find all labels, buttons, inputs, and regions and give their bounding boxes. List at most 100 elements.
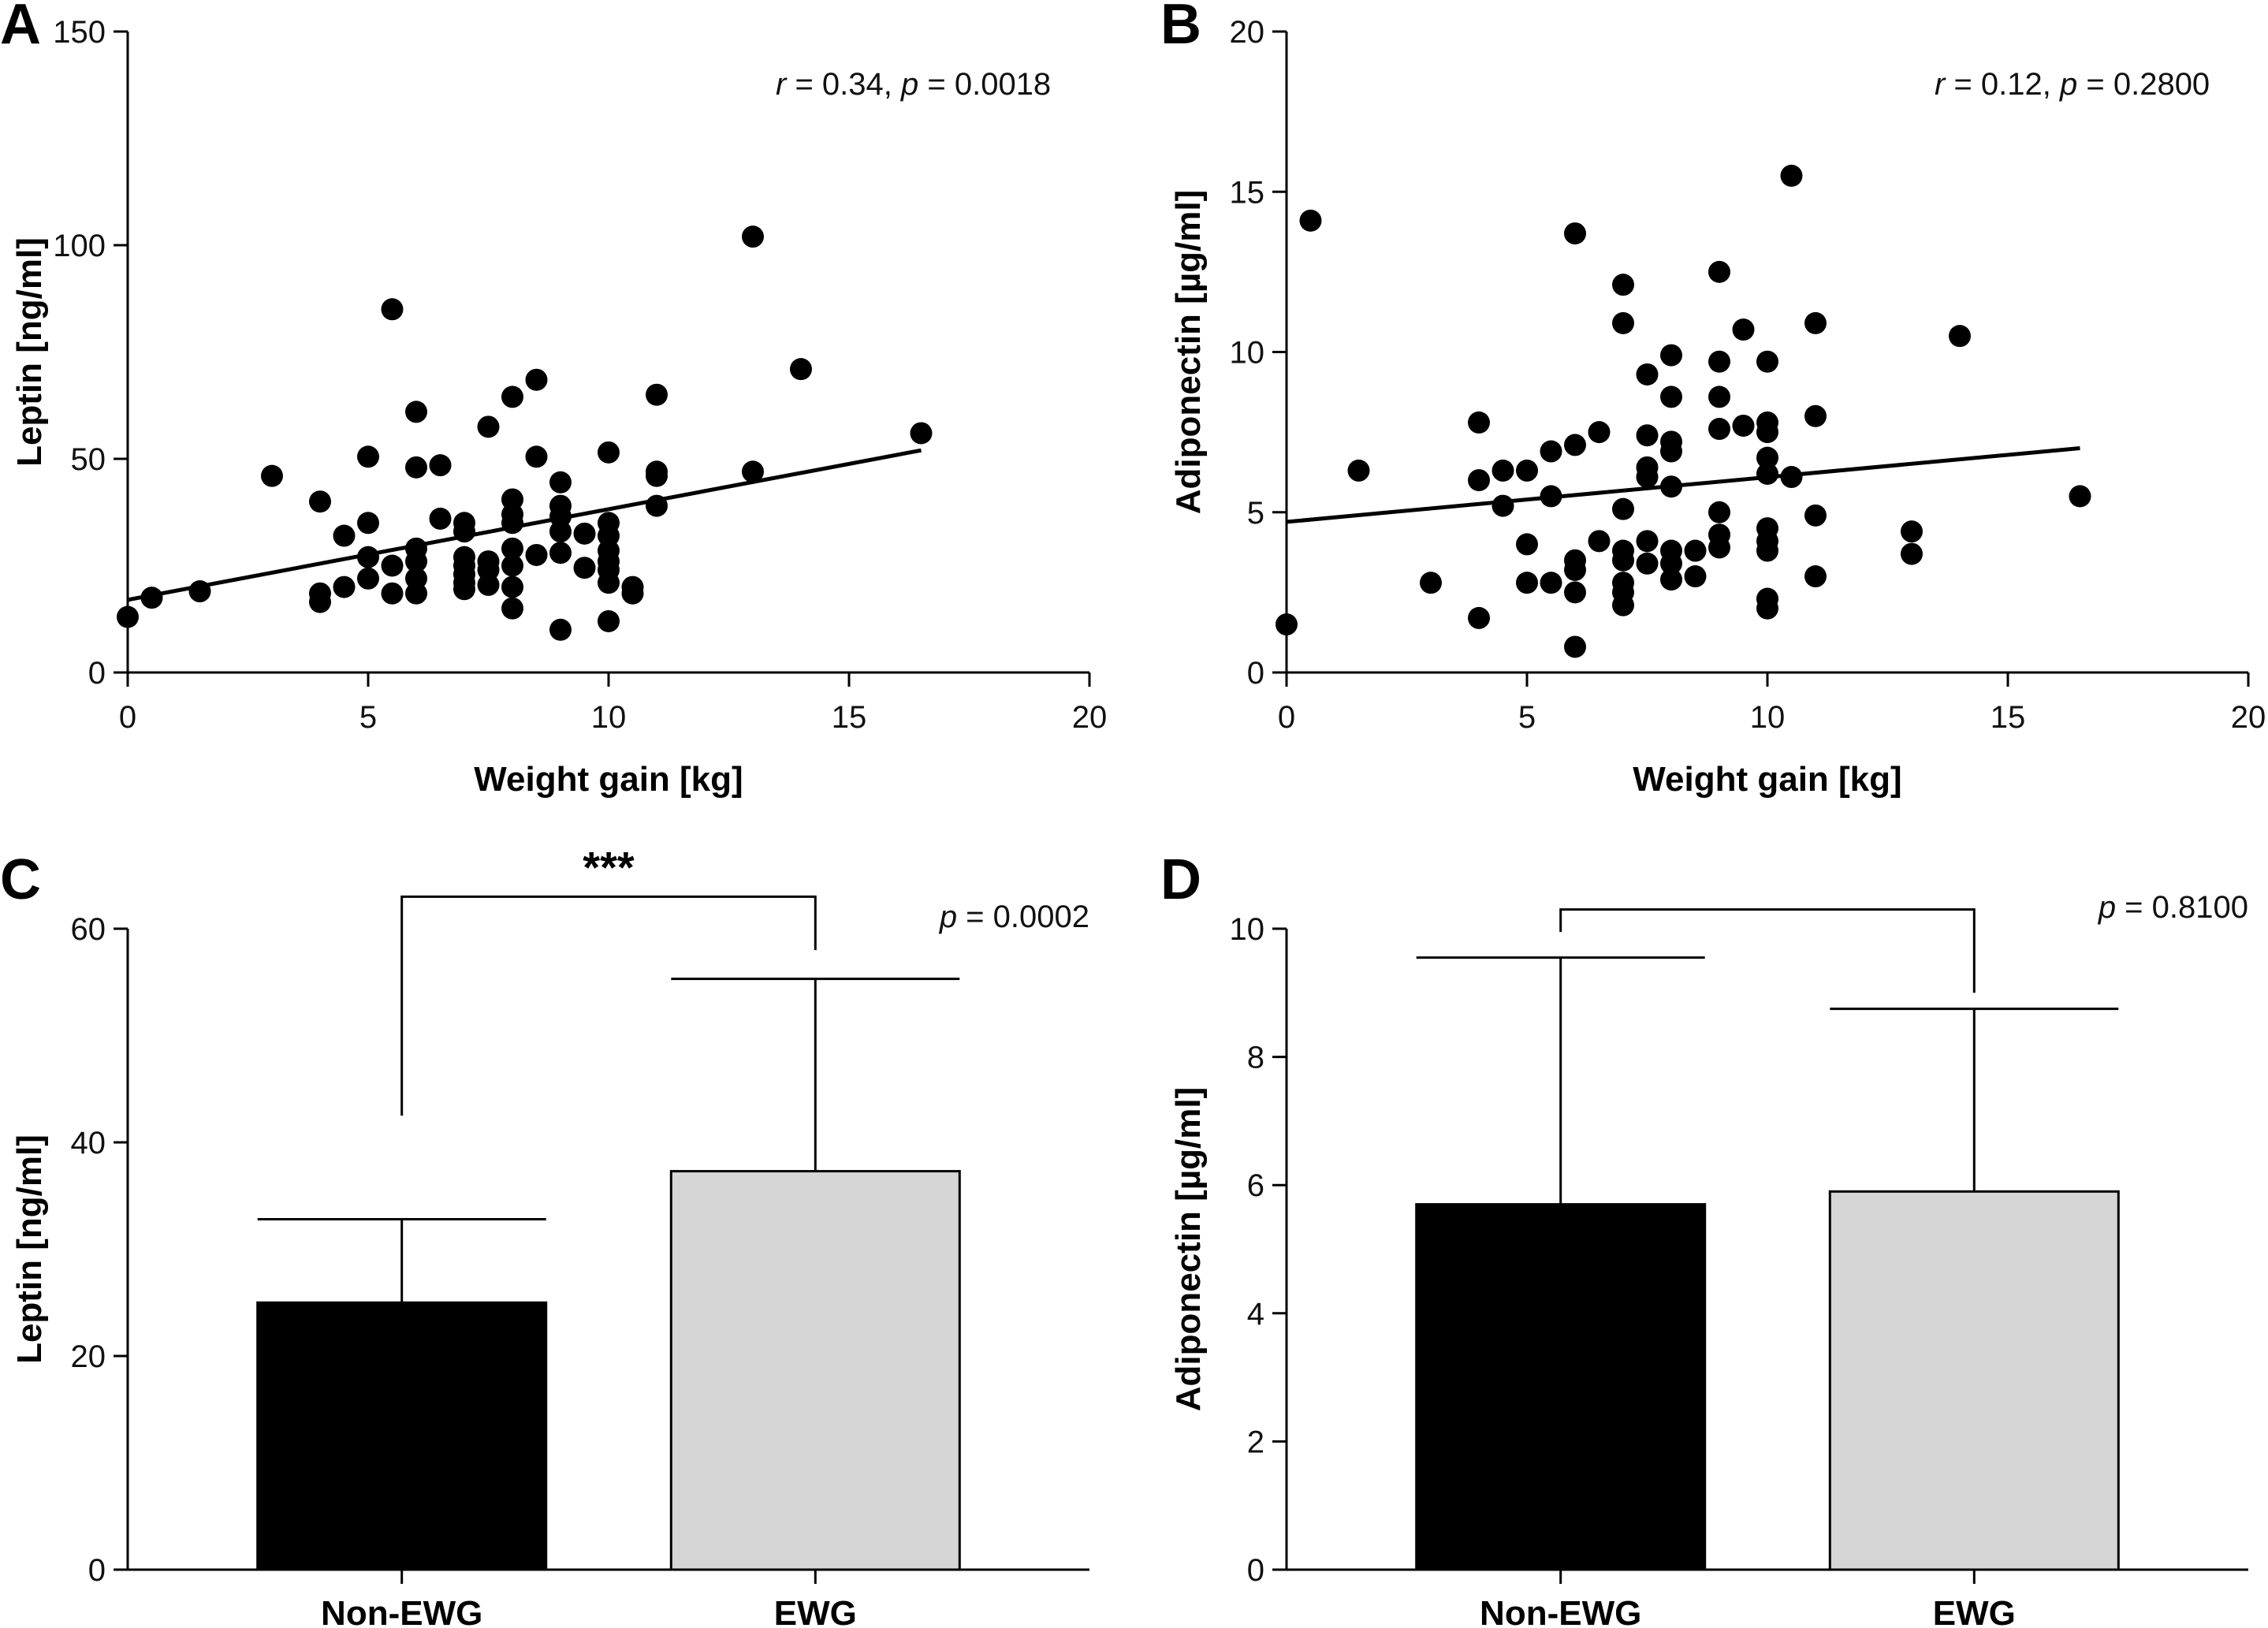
y-tick-label: 2 xyxy=(1247,1425,1264,1459)
panel-b: B 0 5 10 15 20 Adiponectin [µg/ml] 0 5 10 15 20 Weig… xyxy=(1160,0,2266,799)
bar-non-ewg xyxy=(1415,1203,1707,1571)
data-point xyxy=(549,542,572,564)
data-point xyxy=(1756,539,1778,562)
data-point xyxy=(1804,404,1827,427)
data-point xyxy=(598,609,620,632)
data-point xyxy=(1901,542,1923,565)
x-tick-label: 20 xyxy=(1072,700,1108,735)
data-point xyxy=(477,415,500,438)
data-point xyxy=(1468,469,1490,492)
stat-annotation: r = 0.34, p = 0.0018 xyxy=(776,67,1051,102)
x-tick-label: 0 xyxy=(119,700,136,735)
data-point xyxy=(188,580,211,603)
data-point xyxy=(525,368,548,391)
data-point xyxy=(1684,539,1707,562)
data-point xyxy=(1564,635,1586,658)
data-point xyxy=(646,464,668,487)
data-point xyxy=(501,554,523,577)
x-tick-label: 20 xyxy=(2231,700,2266,735)
data-point xyxy=(261,464,283,487)
x-category-label: Non-EWG xyxy=(321,1594,482,1628)
data-point xyxy=(1780,466,1803,489)
panel-label: D xyxy=(1160,848,1201,911)
data-point xyxy=(1708,536,1730,559)
x-tick-label: 10 xyxy=(1750,700,1786,735)
y-axis-label: Adiponectin [µg/ml] xyxy=(1169,1087,1208,1412)
data-point xyxy=(381,554,404,577)
x-tick-label: 10 xyxy=(591,700,627,735)
data-point xyxy=(1612,497,1634,520)
y-tick-label: 0 xyxy=(1247,656,1264,691)
x-tick-label: 5 xyxy=(1518,700,1536,735)
data-point xyxy=(309,582,331,605)
significance-stars: *** xyxy=(583,842,635,892)
data-point xyxy=(1684,565,1707,588)
panel-label: A xyxy=(0,0,41,56)
data-point xyxy=(357,546,379,568)
data-point xyxy=(1468,606,1490,629)
y-tick-label: 10 xyxy=(1230,912,1265,947)
data-point xyxy=(501,537,523,560)
y-tick-label: 0 xyxy=(88,1553,106,1588)
data-point xyxy=(501,597,523,620)
bar-non-ewg xyxy=(256,1301,548,1571)
data-point xyxy=(453,578,475,601)
data-point xyxy=(573,522,596,545)
x-category-label: EWG xyxy=(1933,1594,2016,1628)
data-point xyxy=(117,605,139,628)
data-point xyxy=(1540,485,1562,508)
data-point xyxy=(1660,344,1682,367)
bar-ewg xyxy=(669,1170,961,1571)
data-point xyxy=(1468,411,1490,434)
stat-annotation: r = 0.12, p = 0.2800 xyxy=(1935,67,2210,102)
data-point xyxy=(309,490,331,513)
y-tick-label: 0 xyxy=(1247,1553,1264,1588)
data-point xyxy=(1516,572,1538,594)
data-point xyxy=(1612,311,1634,334)
data-point xyxy=(333,524,356,547)
data-point xyxy=(1492,494,1514,517)
y-tick-label: 50 xyxy=(71,442,106,477)
x-tick-label: 15 xyxy=(1991,700,2026,735)
regression-line xyxy=(127,448,922,602)
data-point xyxy=(1588,530,1611,553)
x-category-label: Non-EWG xyxy=(1480,1594,1641,1628)
regression-line xyxy=(1286,445,2080,524)
data-point xyxy=(405,550,427,573)
y-tick-label: 20 xyxy=(71,1339,106,1374)
data-point xyxy=(790,358,812,381)
data-point xyxy=(1756,421,1778,444)
y-tick-label: 8 xyxy=(1247,1041,1264,1075)
data-point xyxy=(1612,274,1634,296)
data-point xyxy=(1732,414,1755,437)
data-point xyxy=(501,576,523,598)
data-point xyxy=(1901,520,1923,543)
data-point xyxy=(1564,558,1586,581)
data-point xyxy=(1756,597,1778,620)
data-point xyxy=(1660,475,1682,498)
data-point xyxy=(405,582,427,605)
data-point xyxy=(910,422,933,445)
y-tick-label: 15 xyxy=(1230,175,1265,210)
data-point xyxy=(1588,421,1611,444)
data-point xyxy=(742,225,764,248)
data-point xyxy=(357,445,379,468)
data-point xyxy=(1660,568,1682,591)
data-point xyxy=(525,445,548,468)
data-point xyxy=(2069,485,2091,508)
panel-label: C xyxy=(0,848,41,911)
y-axis-label: Leptin [ng/ml] xyxy=(10,1134,49,1364)
data-point xyxy=(525,543,548,566)
data-point xyxy=(501,512,523,535)
data-point xyxy=(1636,466,1659,489)
data-point xyxy=(1564,434,1586,456)
data-point xyxy=(333,576,356,598)
data-point xyxy=(453,520,475,543)
data-point xyxy=(1516,459,1538,482)
bar-ewg xyxy=(1828,1190,2120,1571)
data-point xyxy=(1756,350,1778,373)
significance-bracket xyxy=(400,895,817,1116)
y-tick-label: 4 xyxy=(1247,1297,1264,1332)
data-point xyxy=(477,573,500,596)
